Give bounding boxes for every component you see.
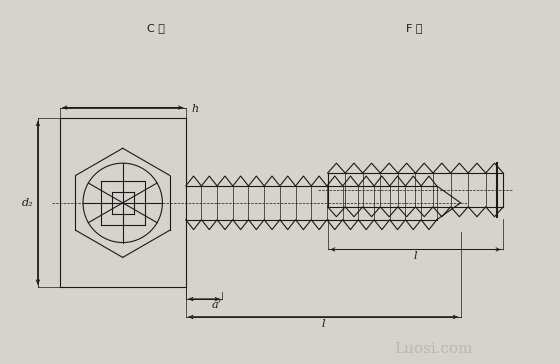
Text: h: h [192, 104, 199, 114]
Text: d₂: d₂ [22, 198, 34, 208]
Text: F 型: F 型 [405, 23, 422, 33]
Text: a’: a’ [212, 300, 222, 310]
Text: l: l [414, 252, 417, 261]
Text: l: l [321, 319, 325, 329]
Text: Luosi.com: Luosi.com [395, 342, 473, 356]
Text: C 型: C 型 [147, 23, 165, 33]
